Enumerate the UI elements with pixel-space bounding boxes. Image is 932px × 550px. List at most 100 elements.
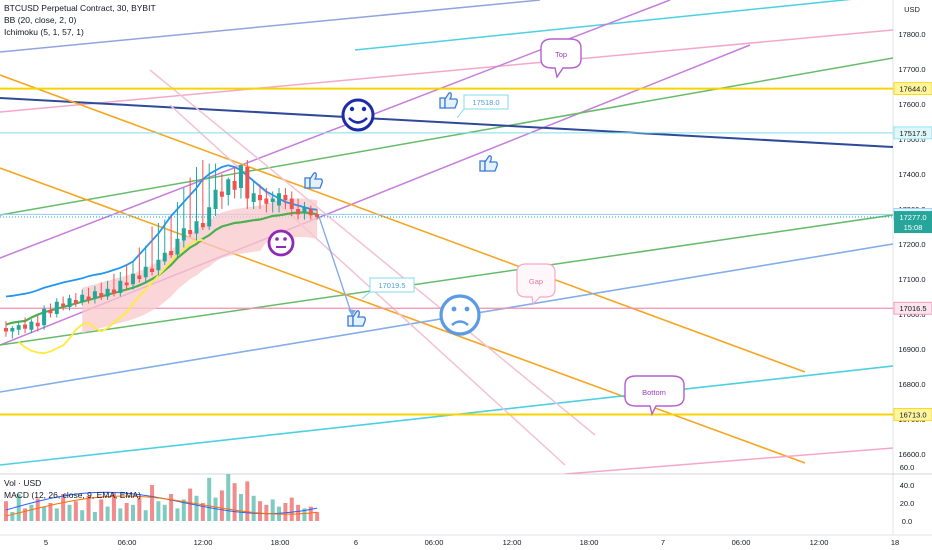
candle[interactable] [232, 167, 237, 199]
candle[interactable] [315, 209, 320, 220]
thumbs-up-icon[interactable] [304, 172, 323, 189]
price-level-tag[interactable]: 16713.0 [893, 408, 932, 421]
indicator-axis-ticks[interactable]: 60.0 40.0 20.0 0.0 [900, 463, 915, 526]
candle[interactable] [92, 286, 97, 304]
trendline-green-upper[interactable] [0, 57, 893, 216]
price-level-tag-bg [893, 82, 932, 95]
candle[interactable] [226, 177, 231, 206]
time-tick-label: 12:00 [503, 538, 522, 547]
candle[interactable] [270, 191, 275, 213]
candle[interactable] [16, 321, 21, 335]
candle[interactable] [302, 202, 307, 220]
candle[interactable] [200, 160, 205, 230]
candle[interactable] [188, 177, 193, 238]
thumbs-up-icon[interactable] [439, 92, 458, 109]
candle[interactable] [118, 272, 123, 297]
projection-layer[interactable] [318, 216, 356, 317]
trendline-orange-upper[interactable] [0, 74, 806, 373]
candle[interactable] [35, 315, 40, 332]
candle[interactable] [48, 303, 53, 318]
candle[interactable] [175, 202, 180, 258]
candle[interactable] [73, 293, 78, 307]
candle[interactable] [54, 298, 59, 318]
ichimoku-legend[interactable]: Ichimoku (5, 1, 57, 1) [4, 27, 84, 37]
trendline-cyan-lower[interactable] [0, 365, 893, 466]
bb-legend[interactable]: BB (20, close, 2, 0) [4, 15, 77, 25]
candle[interactable] [194, 167, 199, 241]
price-level-tag[interactable]: 17016.5 [893, 301, 932, 315]
time-tick-label: 18:00 [271, 538, 290, 547]
candle[interactable] [156, 223, 161, 276]
trendline-pink-lower[interactable] [564, 447, 893, 474]
volume-bar [61, 494, 66, 521]
candle[interactable] [67, 294, 72, 311]
candle[interactable] [150, 226, 155, 276]
candle[interactable] [4, 321, 8, 337]
volume-legend[interactable]: Vol · USD [4, 478, 42, 488]
trendline-green-lower[interactable] [0, 214, 893, 346]
trendline-lightblue-upper[interactable] [0, 0, 541, 53]
trendline-pink-upper[interactable] [0, 29, 893, 113]
candle[interactable] [219, 174, 224, 209]
trendline-pink-diag-1[interactable] [149, 69, 596, 436]
candles-layer[interactable] [4, 160, 320, 339]
candle[interactable] [137, 247, 142, 283]
neutral-face-icon[interactable] [267, 229, 295, 257]
volume-bar [137, 497, 142, 521]
time-axis-ticks[interactable]: 5 06:00 12:00 18:00 6 06:00 12:00 18:00 7 06:00 12… [44, 538, 899, 547]
thumbs-up-icon[interactable] [479, 155, 498, 172]
candle[interactable] [29, 319, 34, 334]
candle[interactable] [105, 280, 110, 300]
candle[interactable] [86, 287, 91, 304]
candle[interactable] [23, 317, 28, 334]
candle[interactable] [181, 188, 186, 248]
candle[interactable] [296, 198, 301, 220]
candle[interactable] [111, 273, 116, 297]
candle[interactable] [258, 184, 262, 210]
thumbs-up-icon[interactable] [347, 310, 366, 327]
annotation-bottom[interactable]: Bottom [624, 375, 685, 417]
trendline-cyan-upper[interactable] [354, 0, 893, 51]
smiley-face-outline [341, 98, 375, 132]
candle[interactable] [264, 188, 269, 213]
callout-lower[interactable]: 17019.5 [361, 277, 415, 300]
candle[interactable] [10, 326, 15, 339]
trendline-layer[interactable] [0, 0, 893, 474]
horizontal-levels-layer[interactable] [0, 87, 893, 416]
last-price-tag[interactable]: 17277.0 15:08 [894, 211, 932, 234]
smiley-face-icon[interactable] [341, 98, 375, 132]
annotation-gap[interactable]: Gap [516, 263, 556, 306]
trendline-pink-diag-2[interactable] [169, 104, 566, 466]
candle[interactable] [131, 261, 135, 290]
candle[interactable] [124, 265, 129, 290]
candle[interactable] [169, 216, 174, 258]
candle[interactable] [143, 245, 148, 283]
candle[interactable] [251, 181, 256, 209]
candle[interactable] [238, 165, 243, 199]
price-level-tag[interactable]: 17517.5 [893, 126, 932, 140]
candle[interactable] [99, 282, 104, 301]
sad-face-icon[interactable] [439, 294, 481, 336]
candle[interactable] [162, 219, 167, 266]
price-level-tag[interactable]: 17644.0 [893, 82, 932, 95]
candle[interactable] [61, 296, 66, 311]
trendline-navy[interactable] [0, 97, 893, 148]
candle[interactable] [207, 163, 212, 231]
macd-legend[interactable]: MACD (12, 26, close, 9, EMA, EMA) [4, 490, 141, 500]
candle[interactable] [308, 205, 313, 220]
projection-path[interactable] [318, 216, 353, 316]
symbol-legend[interactable]: BTCUSD Perpetual Contract, 30, BYBIT [4, 3, 156, 13]
annotation-top[interactable]: Top [540, 38, 582, 79]
price-tick-label: 17600.0 [898, 100, 925, 109]
candle[interactable] [289, 191, 294, 217]
candle[interactable] [213, 163, 218, 217]
candle[interactable] [277, 188, 282, 213]
candle[interactable] [245, 160, 250, 209]
candle[interactable] [42, 305, 47, 330]
candle[interactable] [283, 188, 288, 209]
price-tick-label: 17100.0 [898, 275, 925, 284]
candle[interactable] [80, 289, 85, 306]
callout-upper[interactable]: 17518.0 [456, 94, 509, 119]
